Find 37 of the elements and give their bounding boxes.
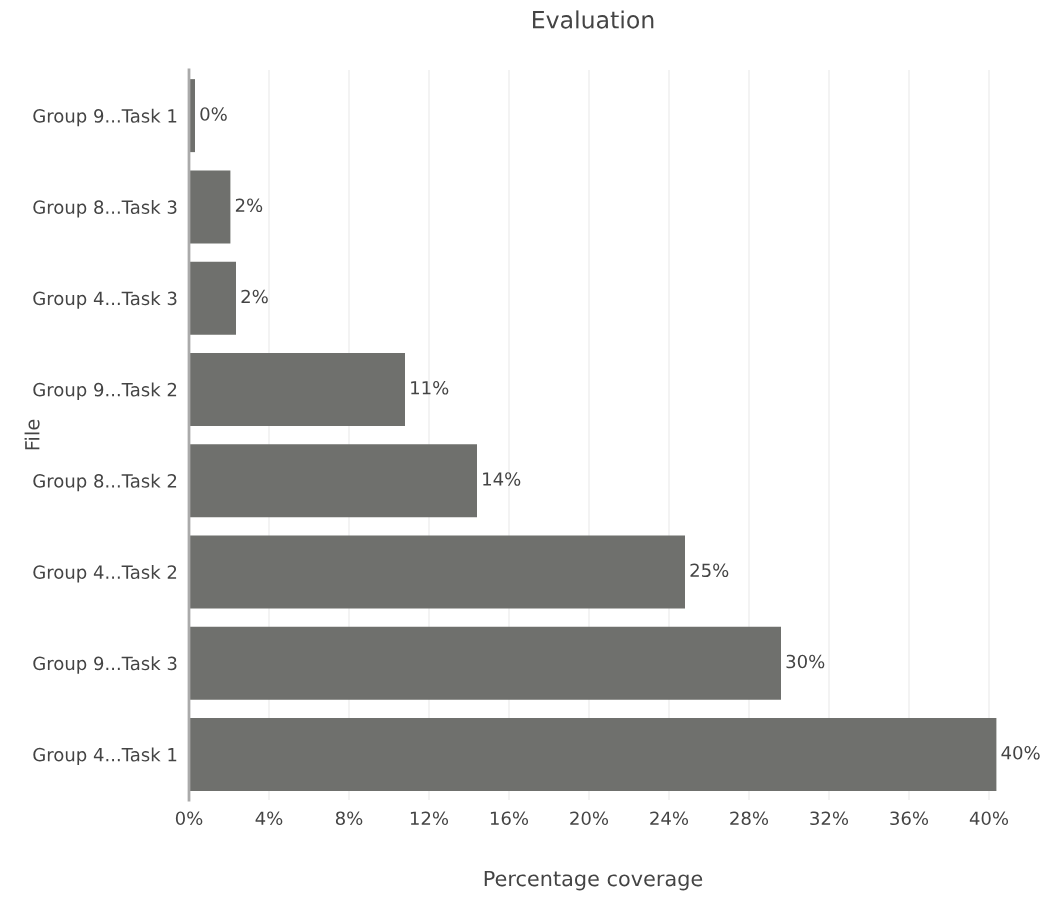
data-label: 40% <box>1001 745 1040 760</box>
x-tick-label: 32% <box>810 811 849 826</box>
data-label: 25% <box>690 563 729 578</box>
bar <box>189 352 405 426</box>
y-tick-label: Group 4...Task 2 <box>33 565 177 583</box>
data-label: 2% <box>235 198 263 213</box>
x-tick-label: 0% <box>175 811 203 826</box>
y-tick-label: Group 8...Task 2 <box>33 473 177 492</box>
x-tick-label: 28% <box>730 811 769 826</box>
x-tick-label: 8% <box>335 811 363 826</box>
x-tick-label: 36% <box>890 811 929 826</box>
bar <box>189 170 231 244</box>
x-tick-label: 4% <box>255 811 283 826</box>
y-axis-title: File <box>24 419 40 450</box>
data-label: 2% <box>241 289 268 304</box>
bar <box>189 444 477 518</box>
data-label: 11% <box>411 380 449 395</box>
bar <box>189 717 997 791</box>
bar <box>189 535 685 609</box>
chart-title: Evaluation <box>533 10 654 29</box>
x-tick-label: 24% <box>650 811 689 826</box>
x-tick-label: 12% <box>410 811 449 826</box>
y-tick-label: Group 9...Task 2 <box>33 382 177 400</box>
data-label: 30% <box>786 654 825 669</box>
y-tick-label: Group 4...Task 3 <box>33 291 177 309</box>
x-axis-title: Percentage coverage <box>484 870 703 891</box>
x-tick-label: 16% <box>490 811 529 826</box>
x-tick-label: 40% <box>969 811 1009 826</box>
bar <box>189 626 781 700</box>
data-label: 0% <box>200 107 227 121</box>
y-tick-label: Group 9...Task 1 <box>33 108 177 127</box>
y-tick-label: Group 4...Task 1 <box>33 747 177 765</box>
bar <box>189 261 236 335</box>
y-tick-label: Group 8...Task 3 <box>33 200 177 218</box>
data-label: 14% <box>483 472 521 486</box>
y-tick-label: Group 9...Task 3 <box>33 656 177 674</box>
x-tick-label: 20% <box>570 811 609 826</box>
